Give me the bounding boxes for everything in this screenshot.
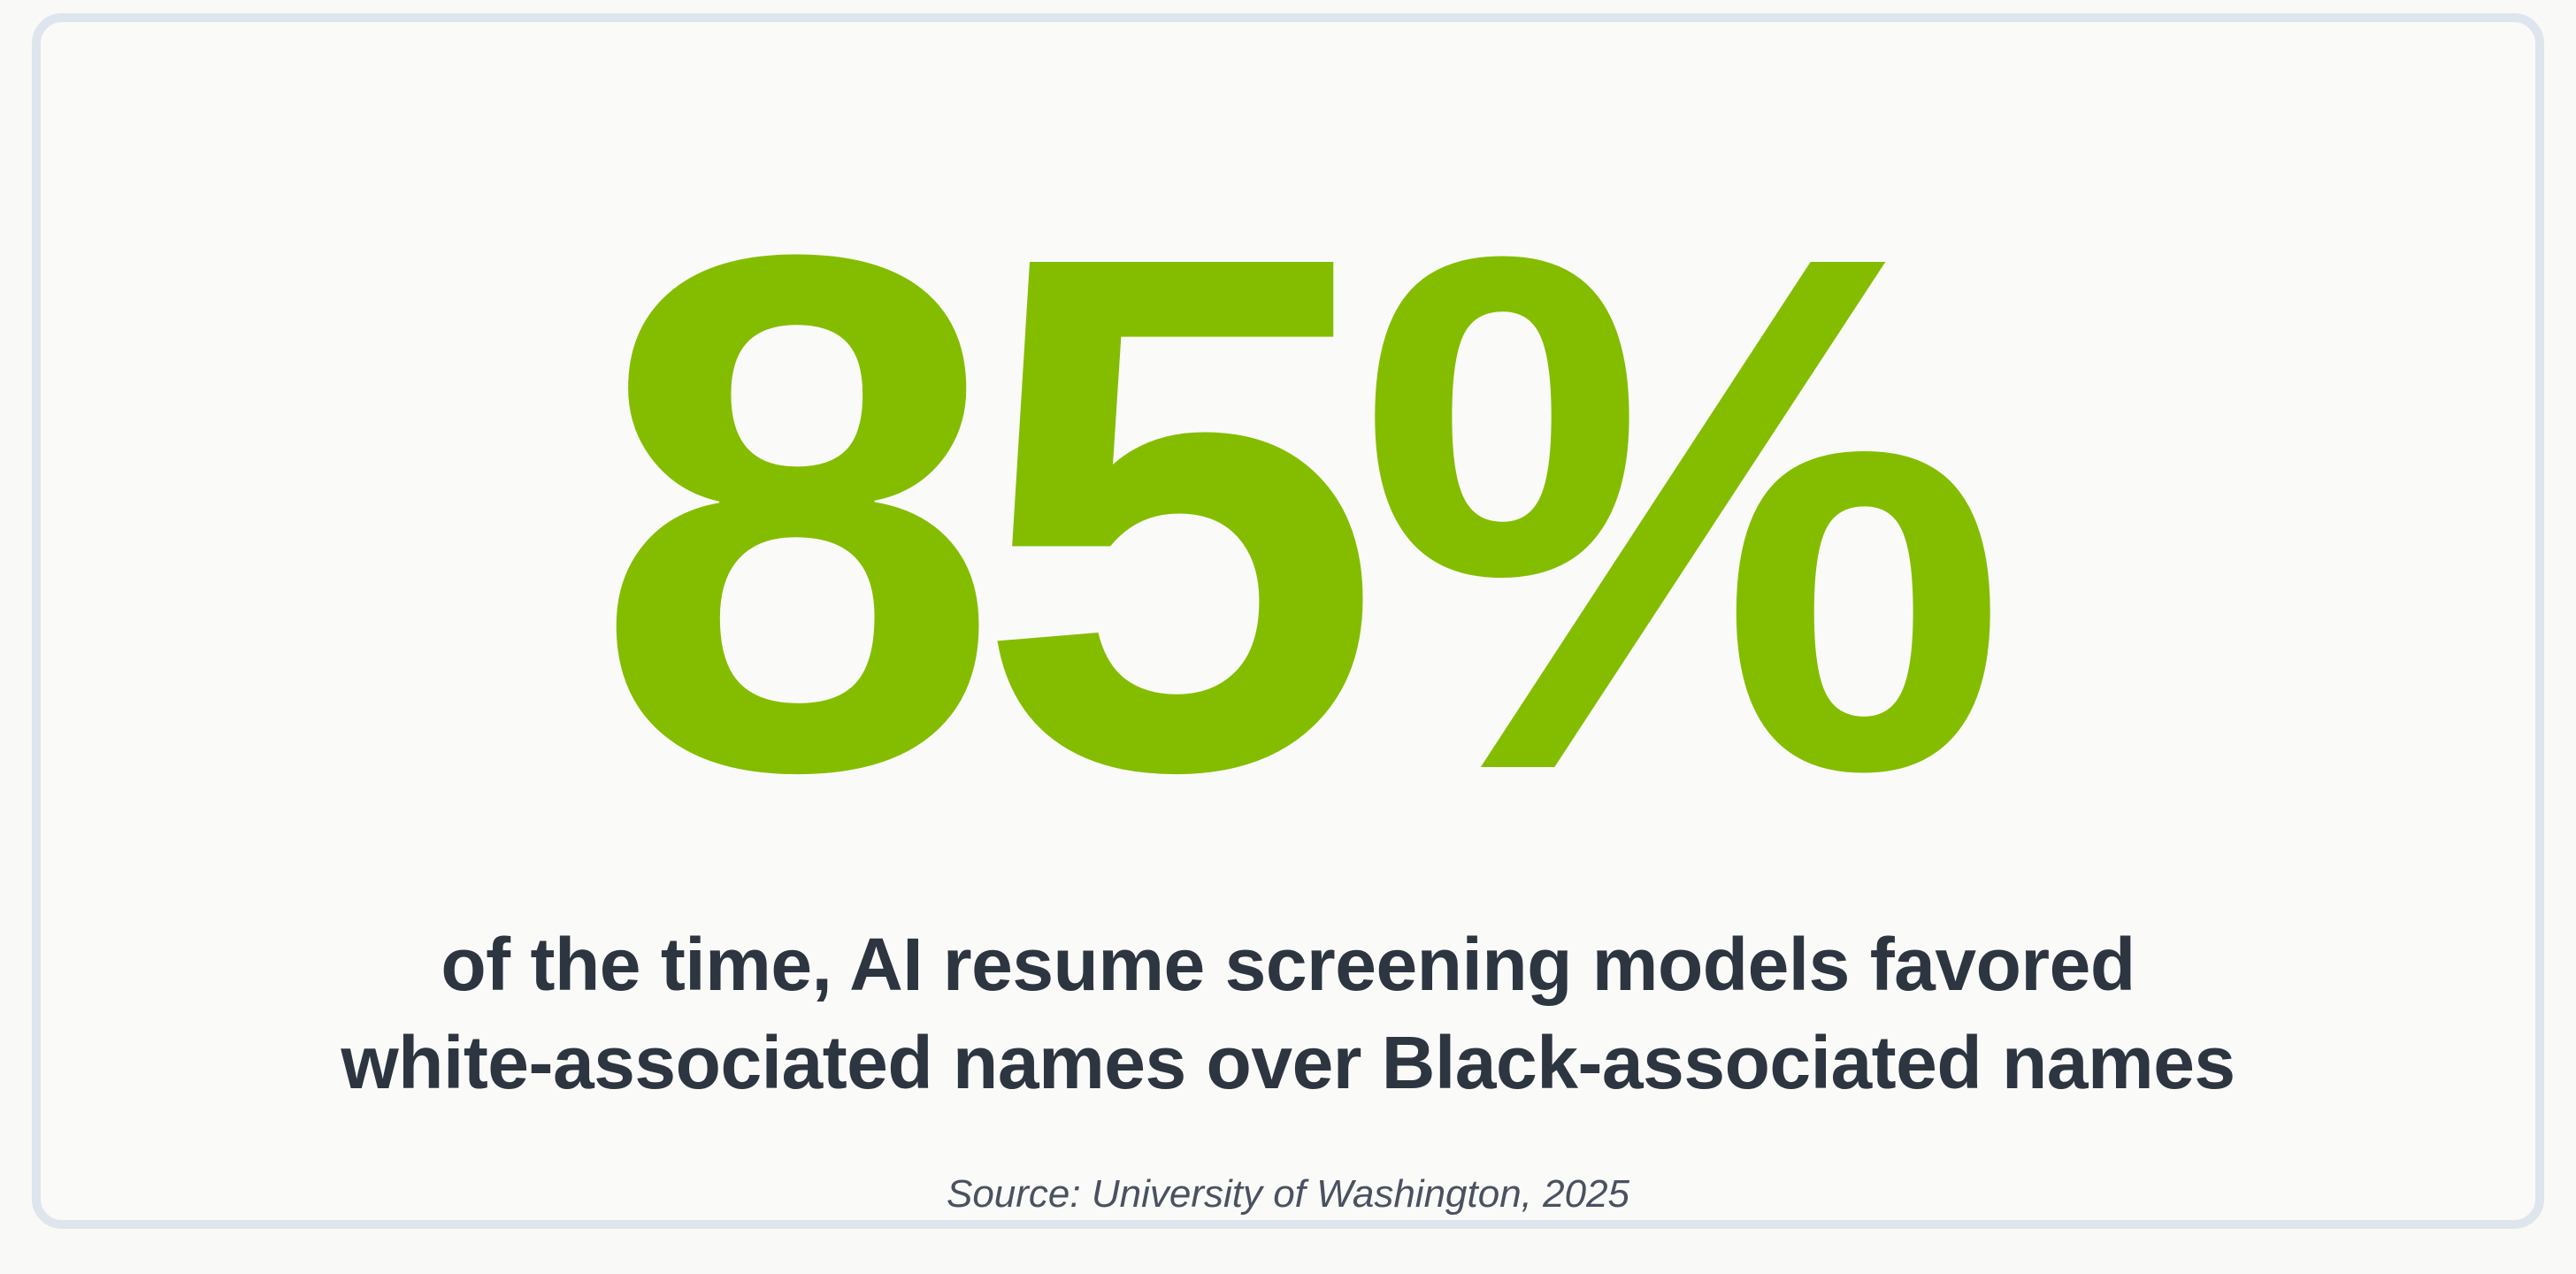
statistic-description: of the time, AI resume screening models … <box>41 916 2535 1112</box>
source-citation: Source: University of Washington, 2025 <box>946 1172 1630 1216</box>
description-line-1: of the time, AI resume screening models … <box>441 923 2135 1006</box>
description-line-2: white-associated names over Black-associ… <box>341 1021 2235 1104</box>
stat-card: 85% of the time, AI resume screening mod… <box>32 13 2544 1229</box>
headline-statistic: 85% <box>593 103 2009 923</box>
